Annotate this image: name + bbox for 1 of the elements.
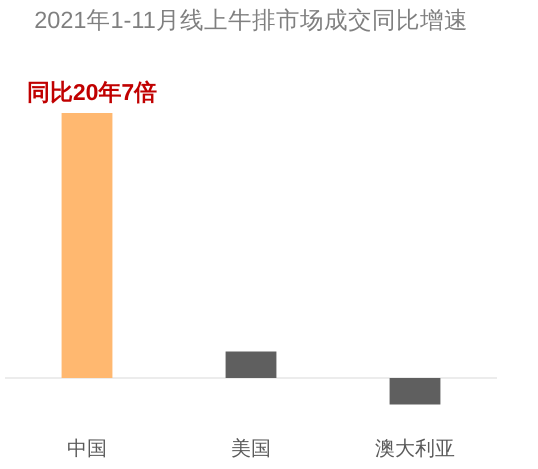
title: 2021年1-11月线上牛排市场成交同比增速 — [34, 7, 468, 33]
